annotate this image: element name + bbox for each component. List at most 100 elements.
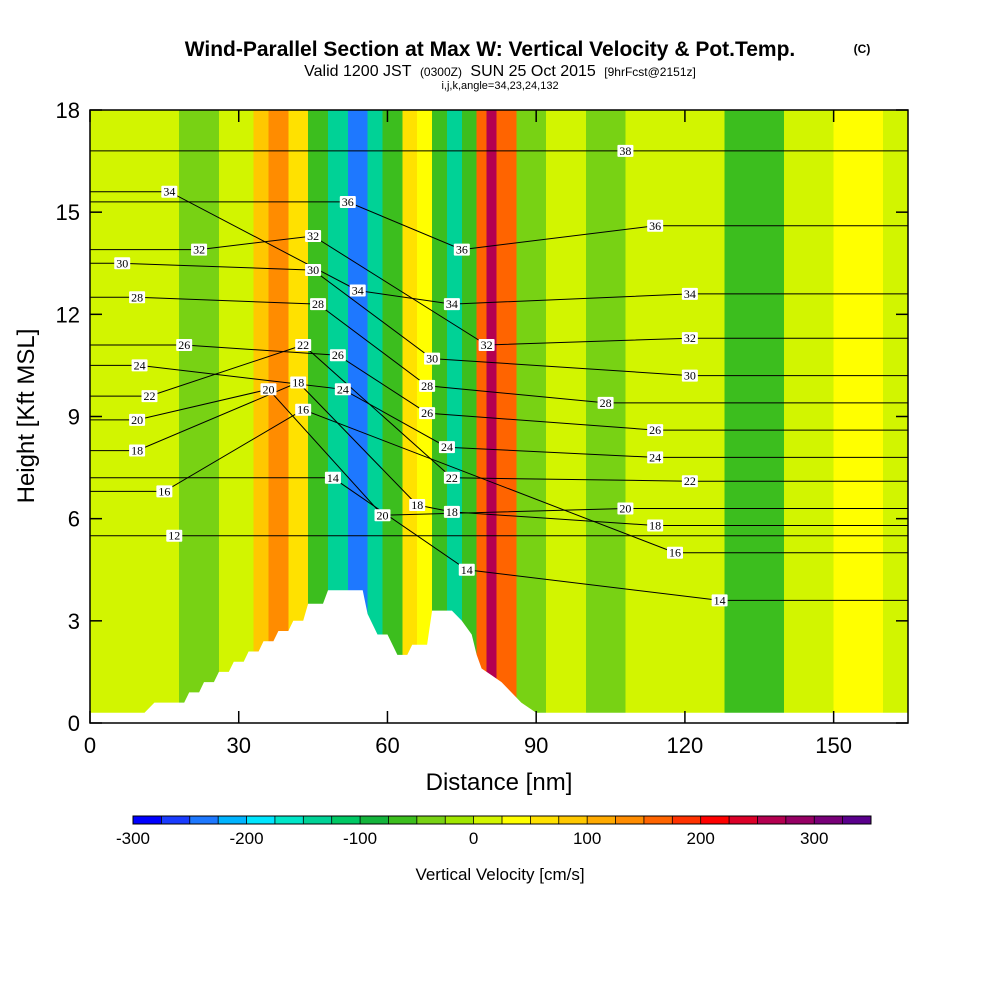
contour-label-28: 28 <box>310 297 327 311</box>
x-axis-label: Distance [nm] <box>426 769 573 796</box>
contour-label-22: 22 <box>443 471 460 485</box>
contour-label-text: 30 <box>684 369 696 383</box>
x-tick-label: 120 <box>667 733 704 758</box>
contour-label-text: 14 <box>461 563 473 577</box>
contour-label-20: 20 <box>617 501 634 515</box>
contour-label-24: 24 <box>334 382 351 396</box>
contour-label-30: 30 <box>305 263 322 277</box>
contour-label-text: 30 <box>307 263 319 277</box>
contour-label-text: 20 <box>619 501 631 515</box>
contour-label-16: 16 <box>156 484 173 498</box>
colorbar-swatch <box>757 816 787 824</box>
contour-label-text: 28 <box>312 297 324 311</box>
copyright-mark: (C) <box>854 42 871 56</box>
colorbar-swatch <box>473 816 503 824</box>
contour-label-32: 32 <box>191 243 208 257</box>
colorbar-tick-label: -300 <box>116 829 150 848</box>
y-tick-label: 0 <box>68 711 80 736</box>
contour-label-24: 24 <box>131 358 148 372</box>
colorbar-swatch <box>785 816 815 824</box>
colorbar-swatch <box>643 816 673 824</box>
contour-label-28: 28 <box>597 396 614 410</box>
colorbar-swatch <box>615 816 645 824</box>
terrain <box>90 590 908 723</box>
colorbar-swatch <box>700 816 730 824</box>
contour-label-34: 34 <box>161 185 178 199</box>
contour-label-30: 30 <box>114 256 131 270</box>
colorbar-swatch <box>814 816 844 824</box>
contour-label-18: 18 <box>290 375 307 389</box>
contour-label-28: 28 <box>419 379 436 393</box>
x-tick-label: 60 <box>375 733 399 758</box>
subtitle-utc: (0300Z) <box>420 65 462 79</box>
velocity-field <box>90 110 908 723</box>
contour-label-26: 26 <box>647 423 664 437</box>
colorbar-swatch <box>360 816 389 824</box>
colorbar-swatch <box>274 816 304 824</box>
theta-contour-32 <box>90 235 908 346</box>
contour-label-text: 20 <box>376 508 388 522</box>
contour-label-34: 34 <box>443 297 460 311</box>
x-axis: 0 30 60 90 120 150 <box>84 110 852 758</box>
colorbar-tick-label: 100 <box>573 829 601 848</box>
contour-label-36: 36 <box>453 243 470 257</box>
y-tick-label: 6 <box>68 507 80 532</box>
colorbar-swatch <box>502 816 531 824</box>
contour-label-16: 16 <box>295 403 312 417</box>
contour-label-text: 34 <box>352 283 364 297</box>
colorbar-swatch <box>218 816 248 824</box>
contour-label-text: 24 <box>337 382 349 396</box>
contour-label-text: 28 <box>131 290 143 304</box>
contour-label-text: 26 <box>332 348 344 362</box>
contour-label-text: 32 <box>684 331 696 345</box>
contour-label-26: 26 <box>329 348 346 362</box>
contour-label-16: 16 <box>666 546 683 560</box>
colorbar-swatch <box>133 816 162 824</box>
contour-label-text: 24 <box>134 358 146 372</box>
subtitle-valid: Valid 1200 JST <box>304 63 412 80</box>
contour-label-text: 34 <box>684 287 696 301</box>
contour-label-text: 26 <box>421 406 433 420</box>
contour-label-text: 36 <box>342 195 354 209</box>
contour-label-32: 32 <box>305 229 322 243</box>
y-tick-label: 12 <box>56 302 80 327</box>
colorbar-swatch <box>189 816 219 824</box>
contour-label-12: 12 <box>166 529 183 543</box>
theta-contour-26 <box>90 344 908 431</box>
y-tick-label: 18 <box>56 98 80 123</box>
contour-label-26: 26 <box>176 338 193 352</box>
contour-label-text: 24 <box>649 450 661 464</box>
colorbar-swatch <box>445 816 475 824</box>
colorbar-swatch <box>558 816 588 824</box>
contour-label-20: 20 <box>260 382 277 396</box>
y-tick-label: 15 <box>56 200 80 225</box>
contour-label-text: 14 <box>714 593 726 607</box>
contour-label-28: 28 <box>129 290 146 304</box>
subtitle-date: SUN 25 Oct 2015 <box>470 63 596 80</box>
colorbar: -300 -200 -100 0 100 200 300 <box>116 815 872 848</box>
contour-label-text: 22 <box>143 389 155 403</box>
contour-label-22: 22 <box>681 474 698 488</box>
contour-label-text: 32 <box>307 229 319 243</box>
contour-label-text: 14 <box>327 471 339 485</box>
contour-label-text: 22 <box>684 474 696 488</box>
contour-label-22: 22 <box>141 389 158 403</box>
contour-label-38: 38 <box>617 144 634 158</box>
chart-params: i,j,k,angle=34,23,24,132 <box>441 80 558 92</box>
contour-label-14: 14 <box>324 471 341 485</box>
contour-label-text: 38 <box>619 144 631 158</box>
contour-label-text: 18 <box>292 375 304 389</box>
colorbar-swatch <box>161 816 191 824</box>
contour-label-text: 28 <box>421 379 433 393</box>
colorbar-swatch <box>729 816 758 824</box>
colorbar-swatch <box>303 816 333 824</box>
contour-label-text: 32 <box>193 243 205 257</box>
colorbar-swatch <box>416 816 446 824</box>
contour-label-32: 32 <box>478 338 495 352</box>
contour-label-30: 30 <box>681 369 698 383</box>
contour-label-text: 20 <box>262 382 274 396</box>
chart-subtitle: Valid 1200 JST (0300Z) SUN 25 Oct 2015 [… <box>304 63 696 80</box>
colorbar-tick-label: -100 <box>343 829 377 848</box>
